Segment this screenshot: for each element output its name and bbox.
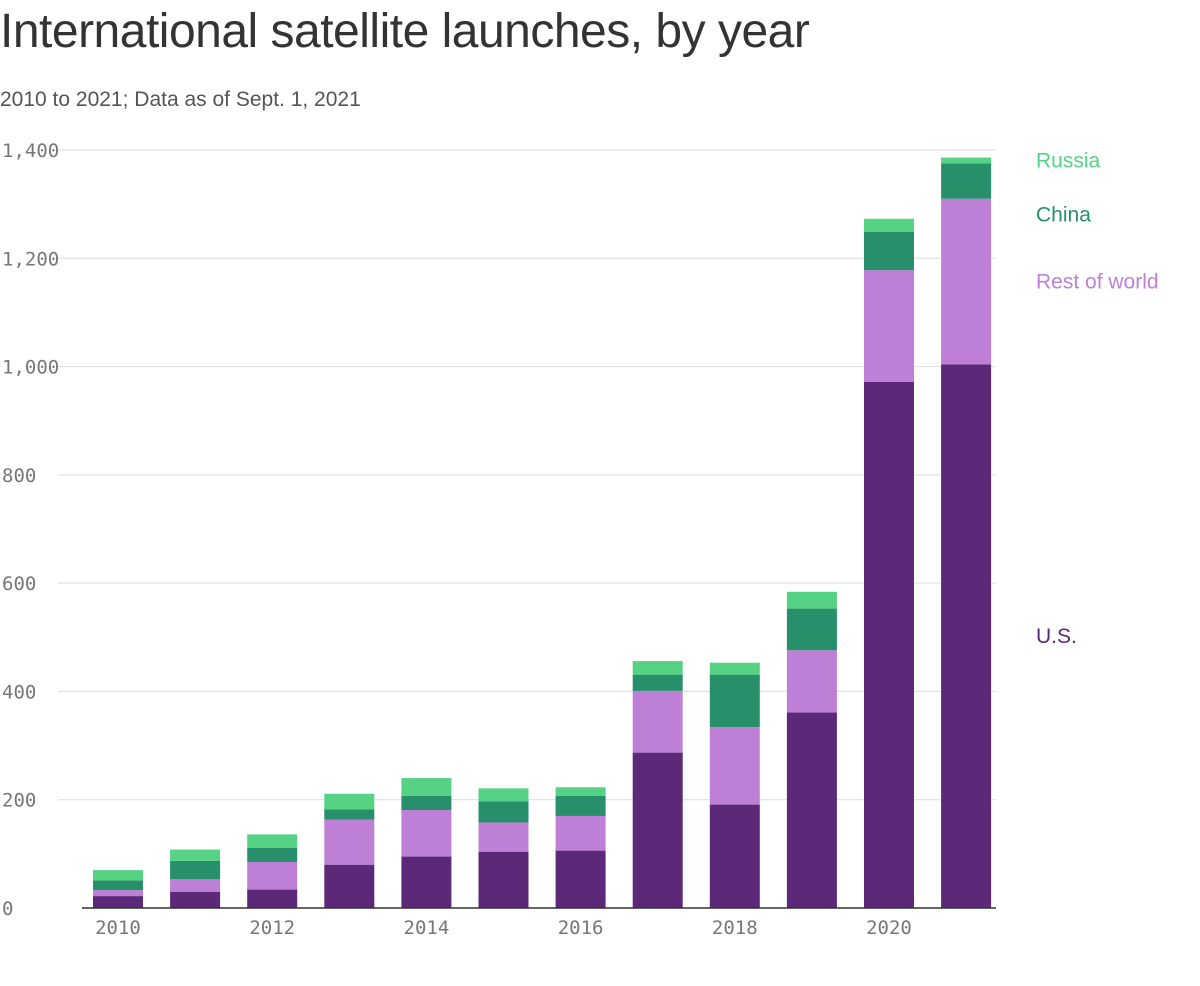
x-axis-ticks: 2010 2012 2014 2016 2018 2020: [95, 917, 912, 939]
bar-segment: [401, 778, 452, 796]
bar-segment: [401, 856, 452, 908]
bar-segment: [478, 851, 529, 908]
chart-subtitle: 2010 to 2021; Data as of Sept. 1, 2021: [0, 88, 361, 111]
bar-segment: [709, 662, 760, 675]
chart-title: International satellite launches, by yea…: [0, 5, 810, 58]
bar-segment: [324, 819, 375, 865]
bar-segment: [555, 850, 606, 908]
bar-segment: [478, 801, 529, 823]
bar-segment: [247, 889, 298, 908]
y-tick-label: 400: [2, 681, 36, 703]
bar-segment: [170, 860, 221, 880]
bar-segment: [864, 381, 914, 908]
bar-segment: [786, 712, 837, 908]
legend-label: China: [1036, 204, 1091, 227]
bar-segment: [93, 880, 143, 891]
bar-segment: [786, 608, 837, 651]
bar-segment: [632, 690, 683, 753]
bar-segment: [93, 870, 143, 881]
y-tick-label: 1,000: [2, 357, 59, 379]
x-tick-label: 2012: [249, 917, 295, 939]
bar-segment: [247, 834, 298, 848]
bar-segment: [170, 879, 221, 892]
y-tick-label: 1,200: [2, 248, 59, 270]
bar-segment: [632, 661, 683, 675]
bar-segment: [786, 591, 837, 609]
x-tick-label: 2010: [95, 917, 141, 939]
legend-label: Rest of world: [1036, 271, 1159, 294]
bar-segment: [247, 861, 298, 890]
bar-segment: [93, 890, 143, 897]
y-tick-label: 200: [2, 790, 36, 812]
bar-segment: [401, 810, 452, 857]
bar-segment: [632, 674, 683, 691]
bar-segment: [555, 795, 606, 816]
legend-label: U.S.: [1036, 625, 1077, 648]
bar-segment: [941, 364, 992, 908]
bar-segment: [632, 752, 683, 908]
legend: Russia China Rest of world U.S.: [1036, 150, 1159, 649]
bar-segment: [324, 864, 375, 908]
x-tick-label: 2016: [558, 917, 604, 939]
y-tick-label: 1,400: [2, 140, 59, 162]
bar-segment: [170, 849, 221, 861]
bars: [93, 157, 992, 908]
bar-segment: [555, 815, 606, 851]
legend-label: Russia: [1036, 150, 1101, 173]
bar-segment: [941, 157, 992, 164]
bar-segment: [247, 847, 298, 862]
bar-segment: [324, 793, 375, 810]
bar-segment: [401, 795, 452, 811]
bar-segment: [709, 674, 760, 728]
x-tick-label: 2014: [404, 917, 450, 939]
bar-segment: [478, 788, 529, 802]
bar-segment: [324, 809, 375, 820]
bar-segment: [941, 198, 992, 365]
bar-segment: [555, 787, 606, 796]
y-tick-label: 0: [2, 898, 13, 920]
bar-segment: [864, 218, 914, 232]
x-tick-label: 2018: [712, 917, 758, 939]
y-axis-ticks: 0 200 400 600 800 1,000 1,200 1,400: [2, 140, 59, 920]
bar-segment: [864, 231, 914, 271]
bar-segment: [941, 163, 992, 199]
bar-segment: [786, 650, 837, 713]
bar-segment: [709, 727, 760, 805]
bar-segment: [170, 891, 221, 908]
gridlines: [58, 149, 996, 801]
y-tick-label: 800: [2, 465, 36, 487]
bar-segment: [864, 270, 914, 382]
bar-segment: [478, 822, 529, 852]
x-tick-label: 2020: [866, 917, 912, 939]
y-tick-label: 600: [2, 573, 36, 595]
bar-segment: [93, 896, 143, 908]
bar-segment: [709, 804, 760, 908]
